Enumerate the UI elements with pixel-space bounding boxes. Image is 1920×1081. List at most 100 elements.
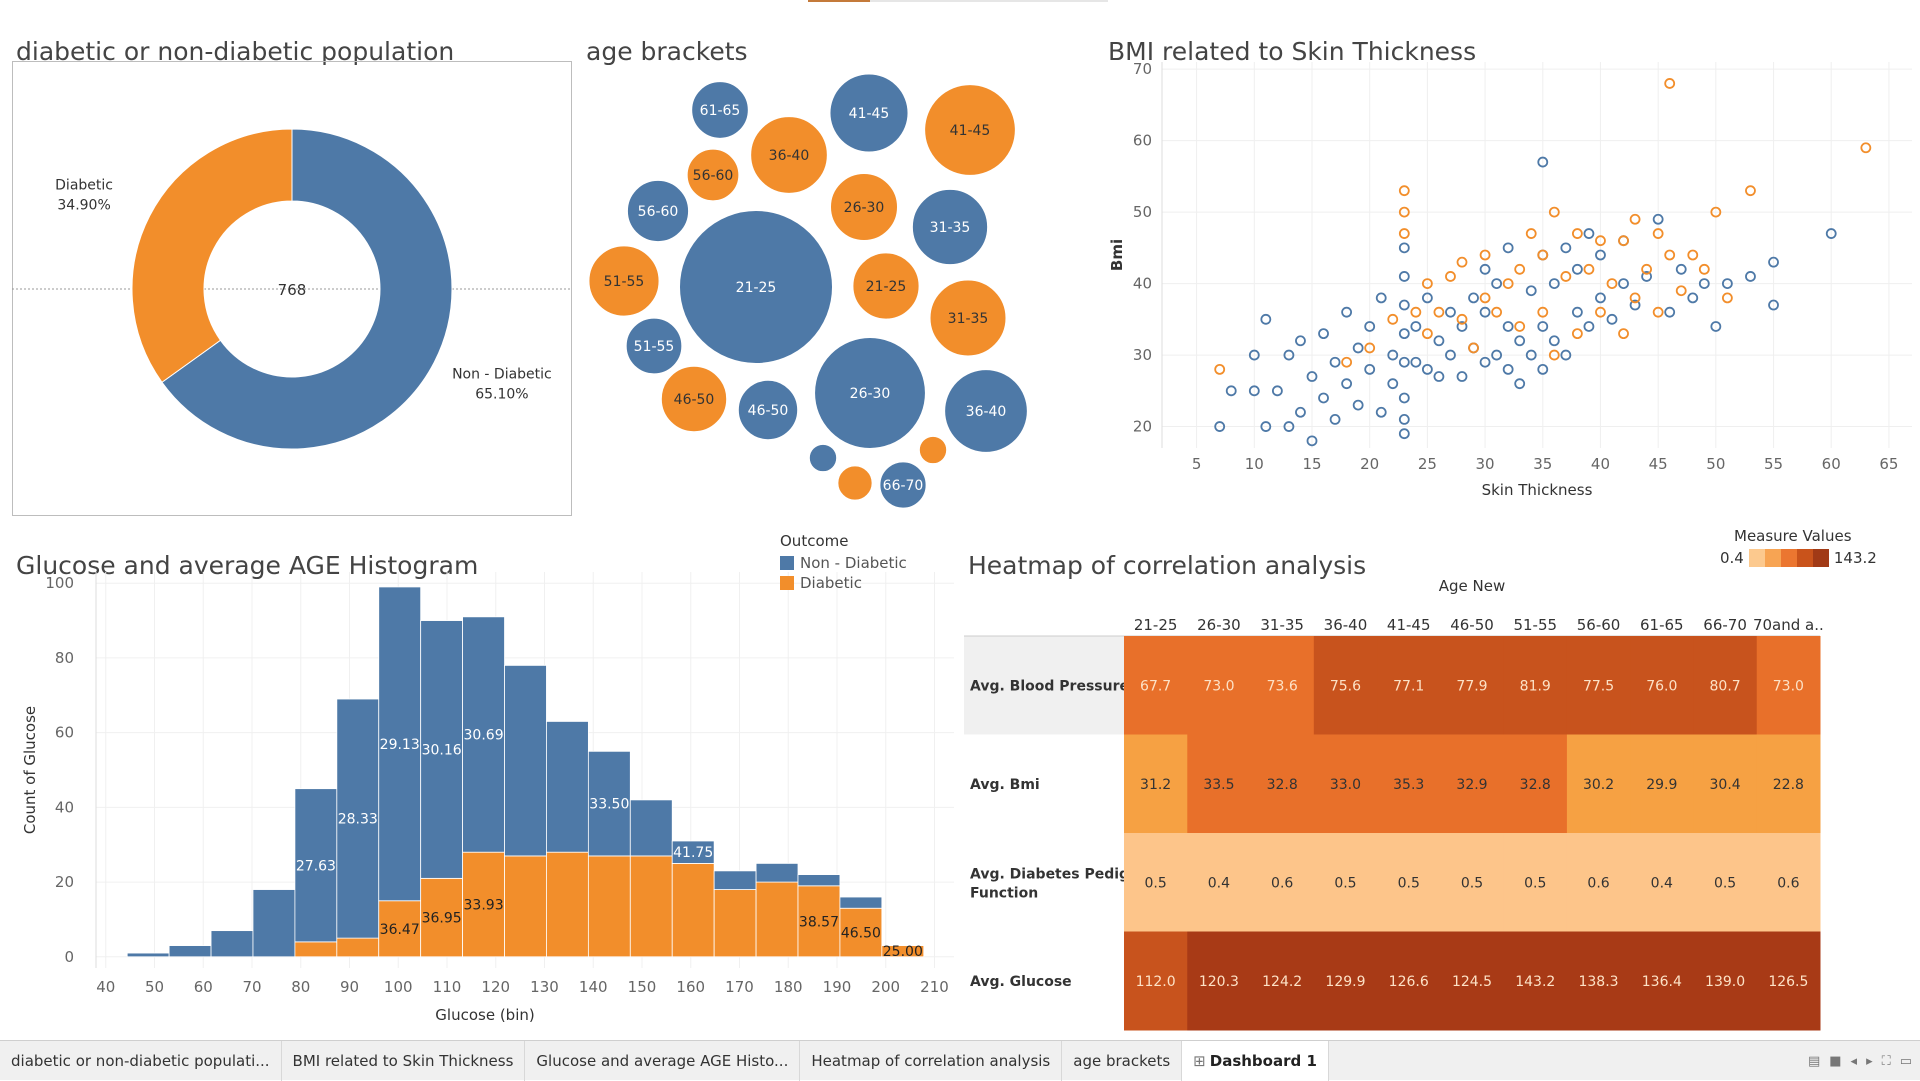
heatmap-cell	[1630, 636, 1694, 735]
bubble-diabetic-36-40	[750, 116, 828, 194]
scatter-point-non-diabetic	[1502, 363, 1514, 375]
heatmap-column-label: 36-40	[1324, 616, 1368, 634]
donut-percent-diabetic: 34.90%	[57, 197, 110, 213]
prev-icon[interactable]: ◂	[1850, 1053, 1858, 1069]
hist-bar-diabetic	[336, 937, 380, 958]
outcome-legend[interactable]: Outcome Non - Diabetic Diabetic	[780, 532, 907, 593]
donut-chart[interactable]: 768 Non - Diabetic 65.10% Diabetic 34.90%	[0, 61, 580, 516]
heatmap-cell	[1377, 636, 1441, 735]
histogram-chart[interactable]: 40 50 60 70 80 90 100 110 120 130 140 150 160 170 180 1…	[0, 572, 960, 1034]
hist-bar-non-diabetic	[252, 889, 296, 958]
heatmap-cell-value: 73.0	[1773, 678, 1804, 694]
hist-avg-age-label: 27.63	[296, 858, 336, 874]
scatter-point-diabetic	[1571, 328, 1583, 340]
scatter-point-non-diabetic	[1537, 363, 1549, 375]
scatter-point-non-diabetic	[1433, 335, 1445, 347]
heatmap-cell-value: 77.1	[1393, 678, 1424, 694]
tab-dashboard[interactable]: ⊞ Dashboard 1	[1182, 1040, 1329, 1081]
bubbles-title: age brackets	[586, 36, 748, 66]
heatmap-row-label: Avg. Blood Pressure	[970, 678, 1129, 694]
scatter-point-non-diabetic	[1502, 242, 1514, 254]
bubble-chart[interactable]: 21-25 26-30 41-45 41-45 36-40 61-65 56-60 56-60…	[578, 60, 1048, 520]
heatmap-cell-value: 80.7	[1710, 678, 1741, 694]
scatter-point-non-diabetic	[1698, 278, 1710, 289]
hist-bar-diabetic	[713, 889, 757, 958]
hist-bar-diabetic	[797, 885, 841, 958]
hist-x-tick: 100	[384, 978, 413, 996]
hist-bar-non-diabetic	[546, 721, 589, 853]
scatter-point-non-diabetic	[1387, 349, 1399, 361]
hist-avg-age-label-diabetic: 25.00	[883, 944, 923, 960]
scatter-y-tick: 50	[1133, 203, 1152, 221]
comment-icon[interactable]: ▭	[1899, 1053, 1912, 1069]
heatmap-cell	[1440, 636, 1505, 735]
legend-swatch	[780, 556, 794, 570]
hist-x-tick: 170	[725, 978, 754, 996]
scatter-point-non-diabetic	[1248, 349, 1260, 361]
bubble-label-diabetic-56-60: 56-60	[693, 168, 734, 184]
heatmap-cell-value: 129.9	[1325, 974, 1365, 990]
scatter-x-tick: 55	[1764, 455, 1783, 473]
tab-heatmap-sheet[interactable]: Heatmap of correlation analysis	[800, 1040, 1063, 1081]
scatter-point-non-diabetic	[1214, 421, 1226, 432]
hist-bar-diabetic	[755, 881, 799, 958]
bubble-svg: 21-25 26-30 41-45 41-45 36-40 61-65 56-60 56-60…	[588, 73, 1028, 509]
hist-bar-non-diabetic	[462, 616, 505, 853]
scatter-point-non-diabetic	[1433, 371, 1445, 382]
heatmap-cell-value: 29.9	[1646, 777, 1677, 793]
donut-percent-non-diabetic: 65.10%	[475, 387, 528, 403]
heatmap-column-label: 70and a..	[1753, 616, 1824, 634]
scatter-point-non-diabetic	[1248, 385, 1260, 397]
bubble-non-diabetic-51-55	[625, 317, 683, 375]
scatter-point-non-diabetic	[1318, 328, 1329, 340]
fullscreen-icon[interactable]: ⛶	[1881, 1053, 1891, 1069]
scatter-point-non-diabetic	[1283, 421, 1295, 432]
bubble-label-non-diabetic-21-25: 21-25	[736, 280, 777, 296]
scatter-point-diabetic	[1445, 271, 1456, 282]
scatter-point-non-diabetic	[1583, 321, 1595, 332]
scatter-point-diabetic	[1687, 249, 1699, 261]
measure-values-legend[interactable]: Measure Values 0.4 143.2	[1720, 527, 1877, 567]
scatter-point-non-diabetic	[1329, 356, 1341, 368]
scatter-point-diabetic	[1410, 306, 1422, 318]
legend-swatch	[780, 576, 794, 590]
bubble-diabetic-31-35	[929, 279, 1007, 357]
tab-scatter-sheet[interactable]: BMI related to Skin Thickness	[282, 1040, 526, 1081]
hist-x-tick: 200	[871, 978, 900, 996]
scatter-point-non-diabetic	[1479, 306, 1491, 318]
tab-age-brackets-sheet[interactable]: age brackets	[1062, 1040, 1183, 1081]
scatter-x-tick: 5	[1192, 455, 1202, 473]
scatter-point-diabetic	[1641, 263, 1653, 275]
tab-histogram-sheet[interactable]: Glucose and average AGE Histo...	[525, 1040, 801, 1081]
tab-controls: ▤ ■ ◂ ▸ ⛶ ▭	[1808, 1041, 1912, 1081]
scatter-point-non-diabetic	[1398, 392, 1410, 404]
heatmap-cell	[1503, 833, 1568, 932]
scatter-point-diabetic	[1652, 228, 1664, 239]
legend-item-diabetic[interactable]: Diabetic	[780, 573, 907, 593]
scatter-point-non-diabetic	[1548, 335, 1560, 347]
hist-bar-non-diabetic	[839, 896, 883, 909]
donut-label-non-diabetic: Non - Diabetic	[452, 367, 552, 383]
bubble-label-diabetic-51-55: 51-55	[604, 274, 645, 290]
scatter-point-non-diabetic	[1364, 363, 1376, 375]
heatmap-cell	[1630, 931, 1694, 1031]
scatter-point-diabetic	[1421, 328, 1433, 340]
heatmap-cell-value: 22.8	[1773, 777, 1804, 793]
legend-item-non-diabetic[interactable]: Non - Diabetic	[780, 553, 907, 573]
hist-y-tick: 40	[55, 798, 74, 816]
heatmap-chart[interactable]: Age New 21-25 26-30 31-35 36-40 41-45 46-50 51-…	[962, 572, 1920, 1034]
hist-x-tick: 140	[579, 978, 608, 996]
scatter-point-diabetic	[1652, 306, 1664, 318]
bubble-label-diabetic-36-40: 36-40	[769, 148, 810, 164]
bubble-label-non-diabetic-26-30: 26-30	[850, 386, 891, 402]
heatmap-cell	[1630, 734, 1694, 834]
next-icon[interactable]: ▸	[1866, 1053, 1873, 1069]
scatter-chart[interactable]: 5 10 15 20 25 30 35 40 45 50 55 60 65 20 30 40 50 60 70 Ski…	[1100, 56, 1920, 506]
scatter-point-non-diabetic	[1421, 363, 1433, 375]
heatmap-cell-value: 30.4	[1710, 777, 1741, 793]
scatter-point-non-diabetic	[1445, 306, 1456, 318]
tab-donut-sheet[interactable]: diabetic or non-diabetic populati...	[0, 1040, 282, 1081]
scatter-point-diabetic	[1502, 278, 1514, 289]
sheet-view-icon[interactable]: ▤	[1807, 1053, 1821, 1069]
present-icon[interactable]: ■	[1829, 1053, 1842, 1069]
